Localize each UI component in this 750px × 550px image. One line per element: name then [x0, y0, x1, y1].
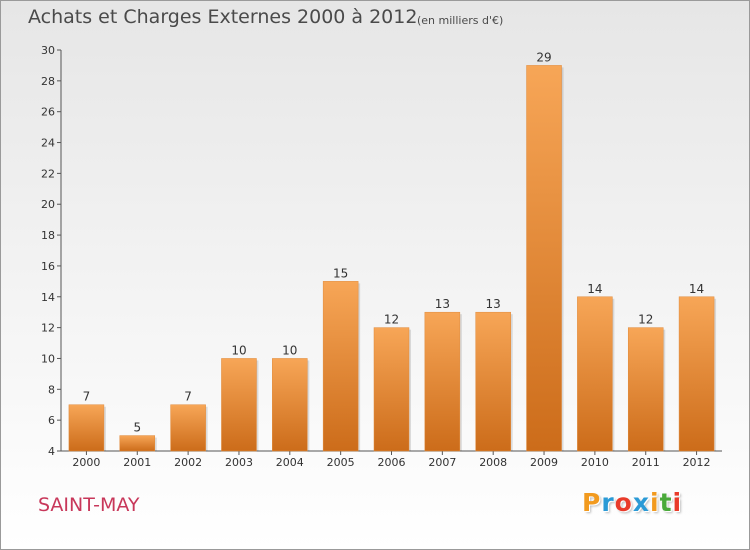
y-tick-label: 4 — [48, 445, 55, 458]
x-tick-label: 2002 — [174, 456, 202, 469]
proxiti-logo[interactable]: Proxiti — [582, 488, 682, 517]
data-label: 12 — [638, 313, 653, 327]
data-label: 13 — [486, 297, 501, 311]
data-label: 29 — [536, 50, 551, 64]
y-tick-label: 20 — [41, 198, 55, 211]
y-tick-label: 24 — [41, 137, 55, 150]
y-tick-label: 8 — [48, 383, 55, 396]
y-tick-label: 30 — [41, 44, 55, 57]
bar-2005 — [322, 281, 359, 452]
x-tick-label: 2009 — [530, 456, 558, 469]
bar-2008 — [475, 311, 511, 452]
logo-letter: P — [582, 488, 602, 517]
data-label: 15 — [333, 266, 348, 280]
bar-2011 — [627, 327, 664, 452]
bar-2004 — [272, 358, 308, 452]
bar-2010 — [577, 296, 613, 452]
chart-subtitle: (en milliers d'€) — [417, 14, 504, 27]
y-tick-label: 14 — [41, 291, 55, 304]
bar-2006 — [373, 327, 410, 452]
logo-letter: t — [659, 488, 673, 517]
data-label: 10 — [231, 343, 246, 357]
data-label: 5 — [133, 421, 141, 435]
y-tick-label: 6 — [48, 414, 55, 427]
logo-letter: i — [672, 488, 683, 517]
x-tick-label: 2011 — [632, 456, 660, 469]
data-label: 10 — [282, 343, 297, 357]
data-label: 7 — [184, 390, 192, 404]
chart-title: Achats et Charges Externes 2000 à 2012 — [28, 6, 418, 28]
y-tick-label: 18 — [41, 229, 55, 242]
x-tick-label: 2004 — [276, 456, 304, 469]
y-tick-label: 26 — [41, 106, 55, 119]
x-tick-label: 2008 — [479, 456, 507, 469]
bar-2012 — [678, 296, 715, 452]
bar-2002 — [170, 404, 206, 452]
x-tick-label: 2012 — [683, 456, 711, 469]
x-tick-label: 2005 — [327, 456, 355, 469]
logo-letter: o — [614, 488, 633, 517]
y-tick-label: 22 — [41, 167, 55, 180]
logo-letter: r — [601, 488, 615, 517]
x-tick-label: 2007 — [428, 456, 456, 469]
x-tick-label: 2010 — [581, 456, 609, 469]
y-tick-label: 16 — [41, 260, 55, 273]
x-tick-label: 2006 — [378, 456, 406, 469]
bar-2003 — [221, 358, 257, 452]
bar-2000 — [68, 404, 105, 452]
data-label: 13 — [435, 297, 450, 311]
data-label: 7 — [83, 390, 91, 404]
y-tick-label: 10 — [41, 352, 55, 365]
x-tick-label: 2000 — [72, 456, 100, 469]
x-tick-label: 2003 — [225, 456, 253, 469]
y-tick-label: 28 — [41, 75, 55, 88]
data-label: 14 — [587, 282, 602, 296]
bar-2007 — [424, 311, 461, 452]
data-label: 12 — [384, 313, 399, 327]
y-tick-label: 12 — [41, 322, 55, 335]
bar-2009 — [526, 65, 562, 452]
logo-letter: x — [632, 488, 650, 517]
bar-2001 — [119, 435, 156, 452]
commune-name: SAINT-MAY — [38, 494, 140, 516]
data-label: 14 — [689, 282, 704, 296]
logo-letter: i — [650, 488, 660, 517]
x-tick-label: 2001 — [123, 456, 151, 469]
